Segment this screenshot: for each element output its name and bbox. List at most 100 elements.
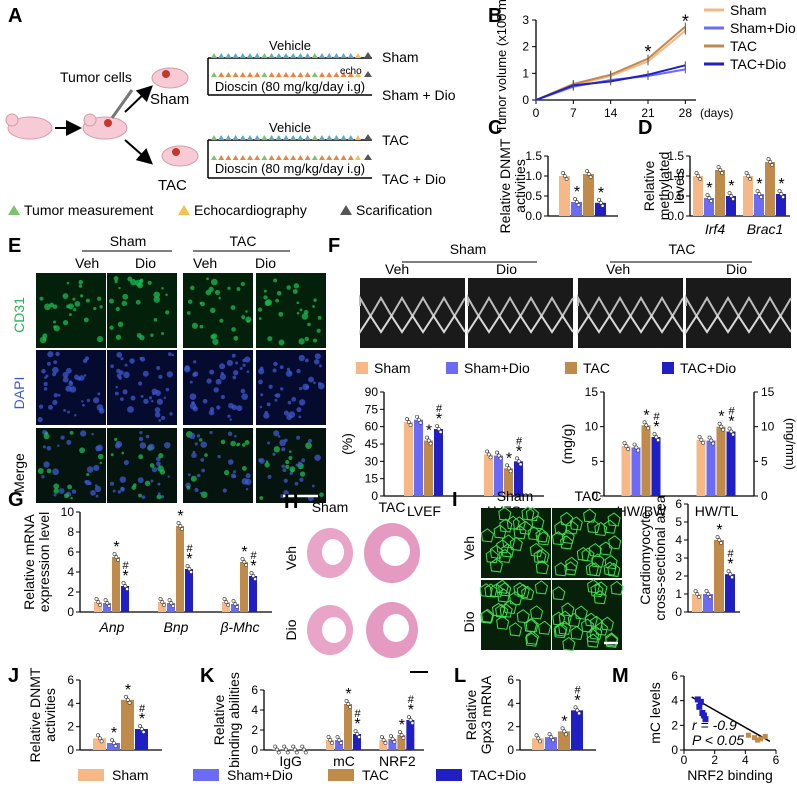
cell-membrane bbox=[525, 507, 540, 522]
data-point bbox=[560, 726, 565, 731]
cell-signal bbox=[268, 384, 273, 389]
data-point bbox=[94, 597, 99, 601]
y-tick-label: 6 bbox=[67, 545, 74, 559]
cell-signal bbox=[83, 317, 89, 323]
cell-membrane bbox=[574, 605, 588, 620]
cell-membrane bbox=[588, 562, 602, 577]
data-point bbox=[344, 699, 349, 703]
cell-signal bbox=[220, 439, 226, 445]
cell-signal bbox=[86, 472, 90, 477]
data-point bbox=[240, 557, 245, 561]
data-point bbox=[353, 729, 358, 733]
timeline-marker-icon bbox=[275, 135, 282, 140]
data-point bbox=[401, 736, 406, 740]
y-axis-label: Relative DNMT bbox=[497, 138, 513, 233]
timeline-marker-icon bbox=[340, 53, 347, 58]
dioscin-label: Dioscin (80 mg/kg/day i.g) bbox=[215, 161, 365, 176]
cell-membrane bbox=[525, 618, 539, 633]
y-tick-label: 0 bbox=[67, 743, 74, 757]
cell-signal bbox=[218, 296, 221, 300]
cell-membrane bbox=[518, 520, 533, 535]
cell-signal bbox=[257, 307, 263, 312]
timeline-marker-icon bbox=[319, 135, 325, 140]
f-legend-sham: Sham bbox=[374, 360, 411, 376]
data-point bbox=[291, 744, 296, 749]
cell-signal bbox=[148, 396, 153, 400]
cell-signal bbox=[67, 303, 74, 310]
panel-m: M 0 2 4 6 0 2 4 6 mC levels NRF2 binding r = -0.9P… bbox=[612, 665, 780, 783]
bar bbox=[326, 740, 334, 750]
cell-membrane bbox=[516, 609, 530, 624]
data-point bbox=[99, 739, 104, 744]
cell-signal bbox=[263, 412, 270, 419]
significance-star: * bbox=[644, 42, 651, 62]
x-tick-label: 0 bbox=[681, 753, 688, 767]
cell-membrane bbox=[495, 579, 509, 594]
cell-signal bbox=[206, 378, 212, 384]
significance-hash: # bbox=[186, 543, 193, 555]
vehicle-label: Vehicle bbox=[269, 120, 311, 135]
cell-signal bbox=[209, 430, 213, 435]
cell-signal bbox=[240, 388, 246, 394]
y-tick-label: 8 bbox=[67, 525, 74, 539]
timeline-marker-icon bbox=[297, 155, 304, 160]
data-point bbox=[337, 738, 342, 742]
data-point bbox=[392, 740, 397, 744]
legend-echocardiography: Echocardiography bbox=[194, 202, 307, 218]
cell-signal bbox=[283, 478, 288, 483]
bar bbox=[583, 174, 594, 216]
timeline-marker-icon bbox=[211, 155, 217, 160]
scatter-point bbox=[696, 703, 703, 710]
cell-membrane bbox=[525, 630, 539, 645]
y-tick-label: 30 bbox=[365, 454, 379, 468]
significance-star: * bbox=[408, 702, 414, 719]
y-tick-label: 6 bbox=[251, 683, 258, 697]
cell-signal bbox=[53, 393, 58, 398]
cell-signal bbox=[45, 374, 49, 378]
timeline-marker-icon bbox=[326, 53, 333, 58]
x-tick-label: 2 bbox=[711, 753, 718, 767]
cell-signal bbox=[314, 454, 321, 461]
data-point bbox=[495, 450, 499, 455]
cell-signal bbox=[283, 490, 289, 496]
timeline-marker-icon bbox=[232, 53, 239, 58]
mouse-icon bbox=[5, 113, 53, 140]
legend-label: Sham bbox=[730, 2, 767, 18]
data-point bbox=[551, 738, 556, 743]
data-point bbox=[622, 441, 627, 445]
methylation-chart: 0.0 0.5 1.0 1.5 Relative methylated levels * * Ir… bbox=[641, 149, 790, 237]
cell-signal bbox=[158, 418, 162, 422]
cell-signal bbox=[46, 361, 51, 366]
cell-signal bbox=[313, 381, 316, 385]
data-point bbox=[121, 581, 126, 585]
data-point bbox=[339, 741, 344, 745]
cell-membrane bbox=[565, 556, 579, 571]
y-tick-label: 5 bbox=[591, 454, 598, 468]
cell-signal bbox=[227, 431, 233, 437]
heart-section-sham-dio bbox=[307, 605, 353, 655]
cell-signal bbox=[78, 375, 85, 381]
data-point bbox=[573, 705, 578, 710]
h-col-sham: Sham bbox=[312, 499, 349, 515]
cell-membrane bbox=[498, 548, 512, 563]
data-point bbox=[169, 601, 174, 605]
cell-membrane bbox=[521, 506, 535, 521]
cell-membrane bbox=[586, 633, 600, 648]
echo-label: echo bbox=[340, 66, 362, 77]
mouse-sham-icon bbox=[151, 67, 189, 89]
y-tick-label: 6 bbox=[675, 497, 682, 511]
cell-signal bbox=[142, 370, 149, 377]
data-point bbox=[187, 567, 192, 571]
e-row-cd31: CD31 bbox=[11, 297, 27, 333]
panel-letter-g: G bbox=[8, 489, 24, 511]
data-point bbox=[564, 177, 569, 181]
panel-letter-d: D bbox=[638, 117, 652, 139]
cell-membrane bbox=[498, 582, 512, 597]
cell-signal bbox=[233, 470, 237, 474]
timeline-marker-icon bbox=[239, 53, 246, 58]
cell-signal bbox=[219, 318, 224, 323]
cell-membrane bbox=[552, 531, 566, 546]
y-tick-label: 2 bbox=[675, 569, 682, 583]
